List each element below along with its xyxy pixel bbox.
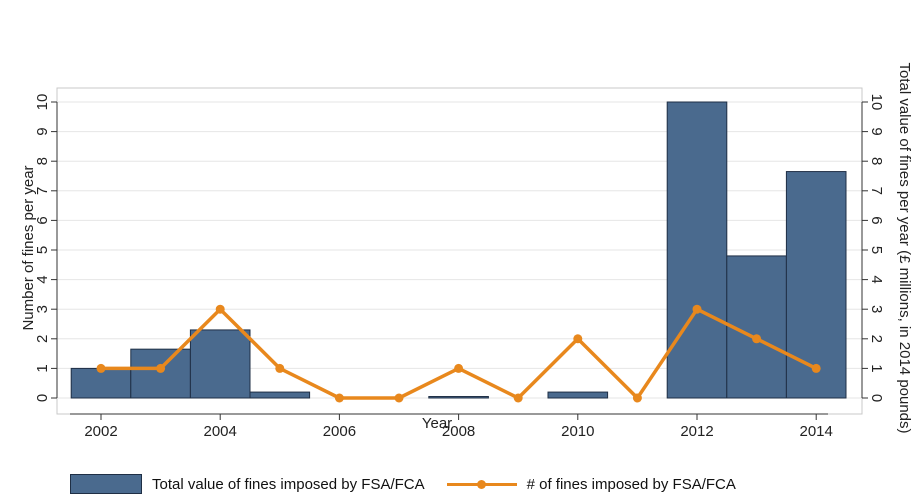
right-y-tick-label: 2 bbox=[868, 335, 885, 343]
line-point bbox=[215, 304, 225, 314]
left-y-tick-label: 3 bbox=[34, 305, 51, 313]
line-point bbox=[811, 363, 821, 373]
bar bbox=[249, 391, 311, 399]
right-y-tick-label: 0 bbox=[868, 394, 885, 402]
line-point bbox=[513, 393, 523, 403]
left-y-tick-label: 7 bbox=[34, 187, 51, 195]
left-y-tick-label: 1 bbox=[34, 364, 51, 372]
legend-label-line: # of fines imposed by FSA/FCA bbox=[526, 475, 736, 493]
legend-swatch-bar bbox=[70, 474, 142, 494]
x-tick-label: 2010 bbox=[561, 423, 594, 440]
line-point bbox=[275, 363, 285, 373]
line-series bbox=[96, 304, 821, 403]
right-y-tick-label: 3 bbox=[868, 305, 885, 313]
left-y-tick-label: 6 bbox=[34, 216, 51, 224]
line-point bbox=[632, 393, 642, 403]
x-tick-label: 2006 bbox=[323, 423, 356, 440]
legend-item-line: # of fines imposed by FSA/FCA bbox=[446, 474, 736, 494]
bar bbox=[189, 329, 251, 399]
x-tick-label: 2012 bbox=[680, 423, 713, 440]
x-tick-label: 2002 bbox=[84, 423, 117, 440]
line-point bbox=[156, 363, 166, 373]
right-y-tick-label: 5 bbox=[868, 246, 885, 254]
left-y-tick-label: 2 bbox=[34, 335, 51, 343]
x-tick-label: 2008 bbox=[442, 423, 475, 440]
line-point bbox=[394, 393, 404, 403]
right-axis-title: Total value of fines per year (£ million… bbox=[896, 62, 913, 433]
bar bbox=[547, 391, 609, 399]
right-y-tick-label: 6 bbox=[868, 216, 885, 224]
x-tick-label: 2014 bbox=[800, 423, 833, 440]
left-y-tick-label: 8 bbox=[34, 157, 51, 165]
line-point bbox=[454, 363, 464, 373]
left-y-tick-label: 9 bbox=[34, 127, 51, 135]
line-point bbox=[334, 393, 344, 403]
bar bbox=[726, 255, 787, 399]
legend-label-bar: Total value of fines imposed by FSA/FCA bbox=[152, 475, 425, 493]
left-y-tick-label: 4 bbox=[34, 275, 51, 283]
left-y-tick-label: 10 bbox=[34, 94, 51, 111]
right-y-tick-label: 4 bbox=[868, 275, 885, 283]
right-y-tick-label: 10 bbox=[868, 94, 885, 111]
bar bbox=[130, 348, 191, 399]
legend: Total value of fines imposed by FSA/FCA … bbox=[70, 474, 758, 494]
left-axis-title: Number of fines per year bbox=[20, 165, 37, 330]
right-y-tick-label: 7 bbox=[868, 187, 885, 195]
legend-item-bar: Total value of fines imposed by FSA/FCA bbox=[70, 474, 425, 494]
line-point bbox=[752, 334, 762, 344]
left-y-tick-label: 0 bbox=[34, 394, 51, 402]
x-axis-title: Year bbox=[422, 415, 452, 432]
x-tick-label: 2004 bbox=[204, 423, 237, 440]
right-y-tick-label: 1 bbox=[868, 364, 885, 372]
right-y-tick-label: 8 bbox=[868, 157, 885, 165]
line-point bbox=[573, 334, 583, 344]
bar bbox=[428, 396, 489, 399]
bar bbox=[70, 367, 132, 399]
right-y-tick-label: 9 bbox=[868, 127, 885, 135]
axes: 2002 2004 2006 2008 2010 2012 2014 0 0 1 1 2 2 3 3 4 4 5 5… bbox=[34, 94, 885, 440]
bars bbox=[70, 101, 847, 399]
legend-swatch-line bbox=[446, 474, 517, 494]
line-point bbox=[96, 363, 106, 373]
left-y-tick-label: 5 bbox=[34, 246, 51, 254]
bar bbox=[666, 101, 728, 399]
line-point bbox=[692, 304, 702, 314]
